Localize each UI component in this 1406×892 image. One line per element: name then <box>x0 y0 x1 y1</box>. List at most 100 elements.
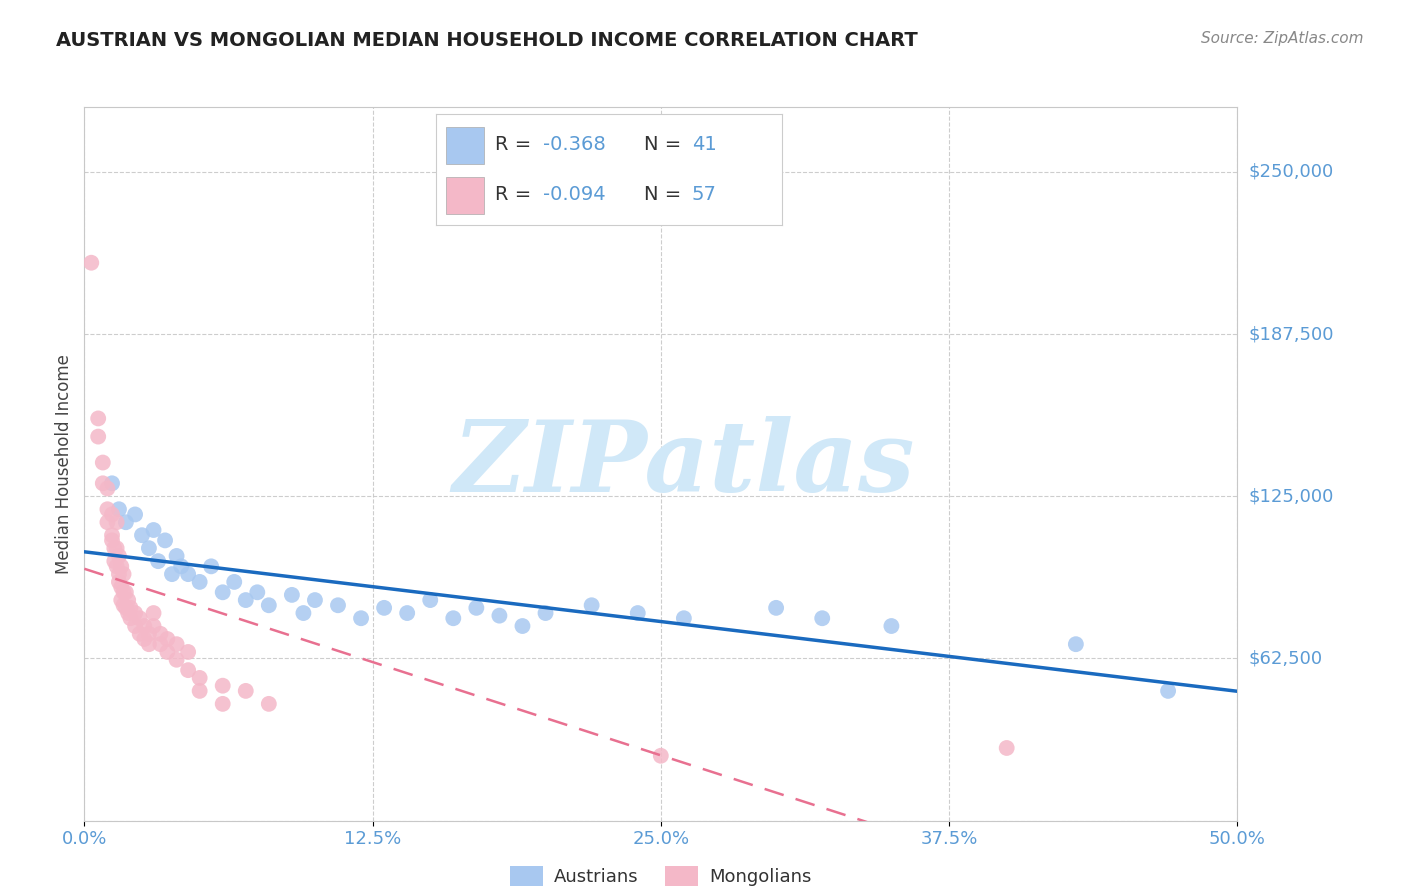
Point <box>166 653 188 667</box>
Point <box>304 593 326 607</box>
Point <box>124 606 146 620</box>
Point <box>512 619 534 633</box>
Point <box>105 541 128 556</box>
Point <box>142 619 165 633</box>
Point <box>96 502 118 516</box>
Point <box>326 599 349 613</box>
Point <box>105 515 128 529</box>
Point <box>108 567 131 582</box>
Point <box>110 580 132 594</box>
Point <box>108 574 131 589</box>
Point <box>211 697 233 711</box>
Point <box>211 585 233 599</box>
Point <box>115 515 138 529</box>
Point <box>200 559 222 574</box>
Point <box>257 697 280 711</box>
Point <box>1064 637 1087 651</box>
Point <box>224 574 246 589</box>
Point <box>128 611 150 625</box>
Point <box>128 627 150 641</box>
Text: AUSTRIAN VS MONGOLIAN MEDIAN HOUSEHOLD INCOME CORRELATION CHART: AUSTRIAN VS MONGOLIAN MEDIAN HOUSEHOLD I… <box>56 31 918 50</box>
Point <box>177 567 200 582</box>
Point <box>138 637 160 651</box>
Point <box>170 559 193 574</box>
Point <box>138 627 160 641</box>
Point <box>396 606 419 620</box>
Point <box>120 611 142 625</box>
Text: ZIPatlas: ZIPatlas <box>453 416 915 512</box>
Point <box>91 456 114 470</box>
Point <box>142 523 165 537</box>
Point <box>112 585 135 599</box>
Point <box>91 476 114 491</box>
Point <box>880 619 903 633</box>
Point <box>627 606 650 620</box>
Text: $125,000: $125,000 <box>1249 487 1334 505</box>
Point <box>105 559 128 574</box>
Point <box>96 515 118 529</box>
Point <box>373 600 395 615</box>
Point <box>156 632 179 646</box>
Point <box>672 611 695 625</box>
Point <box>188 684 211 698</box>
Point <box>149 637 172 651</box>
Point <box>153 533 176 548</box>
Point <box>166 637 188 651</box>
Point <box>96 482 118 496</box>
Point <box>134 619 156 633</box>
Text: $62,500: $62,500 <box>1249 649 1323 667</box>
Point <box>80 256 103 270</box>
Point <box>110 559 132 574</box>
Point <box>995 741 1018 756</box>
Point <box>246 585 269 599</box>
Point <box>488 608 510 623</box>
Point <box>101 508 124 522</box>
Point <box>765 600 787 615</box>
Point <box>115 585 138 599</box>
Point <box>149 627 172 641</box>
Point <box>110 593 132 607</box>
Legend: Austrians, Mongolians: Austrians, Mongolians <box>503 858 818 892</box>
Point <box>131 528 153 542</box>
Point <box>281 588 304 602</box>
Point <box>115 600 138 615</box>
Point <box>101 533 124 548</box>
Y-axis label: Median Household Income: Median Household Income <box>55 354 73 574</box>
Point <box>581 599 603 613</box>
Point <box>211 679 233 693</box>
Point <box>87 411 110 425</box>
Point <box>103 541 125 556</box>
Point <box>166 549 188 563</box>
Point <box>650 748 672 763</box>
Point <box>124 508 146 522</box>
Point <box>134 632 156 646</box>
Point <box>117 606 139 620</box>
Point <box>124 619 146 633</box>
Point <box>103 554 125 568</box>
Point <box>534 606 557 620</box>
Point <box>112 567 135 582</box>
Point <box>101 528 124 542</box>
Point <box>87 429 110 443</box>
Point <box>177 663 200 677</box>
Point <box>160 567 183 582</box>
Point <box>146 554 169 568</box>
Point <box>292 606 315 620</box>
Point <box>188 671 211 685</box>
Point <box>120 600 142 615</box>
Point <box>257 599 280 613</box>
Point <box>101 476 124 491</box>
Point <box>108 549 131 563</box>
Point <box>441 611 464 625</box>
Point <box>1157 684 1180 698</box>
Point <box>177 645 200 659</box>
Text: Source: ZipAtlas.com: Source: ZipAtlas.com <box>1201 31 1364 46</box>
Point <box>419 593 441 607</box>
Point <box>235 684 257 698</box>
Point <box>465 600 488 615</box>
Point <box>235 593 257 607</box>
Point <box>138 541 160 556</box>
Point <box>188 574 211 589</box>
Point <box>156 645 179 659</box>
Point <box>108 502 131 516</box>
